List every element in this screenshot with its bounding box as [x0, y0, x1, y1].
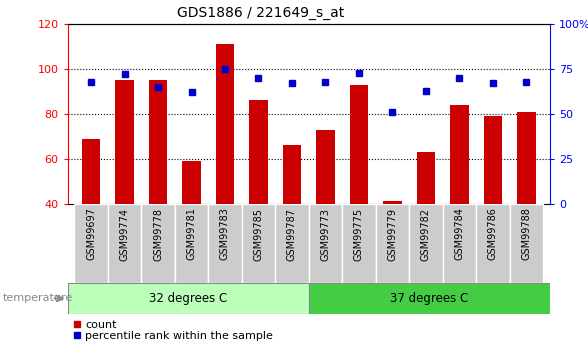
Bar — [283, 145, 301, 204]
Bar — [208, 204, 242, 283]
Text: GSM99784: GSM99784 — [455, 207, 465, 260]
Text: GSM99773: GSM99773 — [320, 207, 330, 260]
Bar — [68, 283, 309, 314]
Text: 37 degrees C: 37 degrees C — [390, 292, 469, 305]
Bar — [175, 204, 208, 283]
Bar — [82, 139, 101, 204]
Text: GSM99785: GSM99785 — [253, 207, 263, 260]
Bar — [376, 204, 409, 283]
Bar — [275, 204, 309, 283]
Bar — [450, 105, 469, 204]
Bar — [149, 80, 167, 204]
Bar — [242, 204, 275, 283]
Bar — [249, 100, 268, 204]
Bar — [309, 204, 342, 283]
Text: GSM99774: GSM99774 — [119, 207, 129, 260]
Text: GSM99697: GSM99697 — [86, 207, 96, 260]
Text: GSM99787: GSM99787 — [287, 207, 297, 260]
Bar — [510, 204, 543, 283]
Bar — [316, 130, 335, 204]
Bar — [115, 80, 133, 204]
Text: GSM99775: GSM99775 — [354, 207, 364, 260]
Legend: count, percentile rank within the sample: count, percentile rank within the sample — [73, 319, 273, 341]
Bar — [517, 112, 536, 204]
Bar — [350, 85, 368, 204]
Bar — [74, 204, 108, 283]
Title: GDS1886 / 221649_s_at: GDS1886 / 221649_s_at — [177, 6, 344, 20]
Bar — [443, 204, 476, 283]
Text: GSM99781: GSM99781 — [186, 207, 196, 260]
Bar — [182, 161, 201, 204]
Bar — [409, 204, 443, 283]
Text: GSM99783: GSM99783 — [220, 207, 230, 260]
Bar — [383, 201, 402, 204]
Text: GSM99788: GSM99788 — [522, 207, 532, 260]
Text: GSM99779: GSM99779 — [387, 207, 397, 260]
Bar — [484, 116, 502, 204]
Bar — [141, 204, 175, 283]
Bar — [476, 204, 510, 283]
Bar — [309, 283, 550, 314]
Bar — [417, 152, 435, 204]
Text: 32 degrees C: 32 degrees C — [149, 292, 228, 305]
Bar — [216, 45, 234, 204]
Bar — [342, 204, 376, 283]
Text: GSM99786: GSM99786 — [488, 207, 498, 260]
Text: GSM99778: GSM99778 — [153, 207, 163, 260]
Text: GSM99782: GSM99782 — [421, 207, 431, 260]
Text: temperature: temperature — [3, 294, 73, 303]
Bar — [108, 204, 141, 283]
